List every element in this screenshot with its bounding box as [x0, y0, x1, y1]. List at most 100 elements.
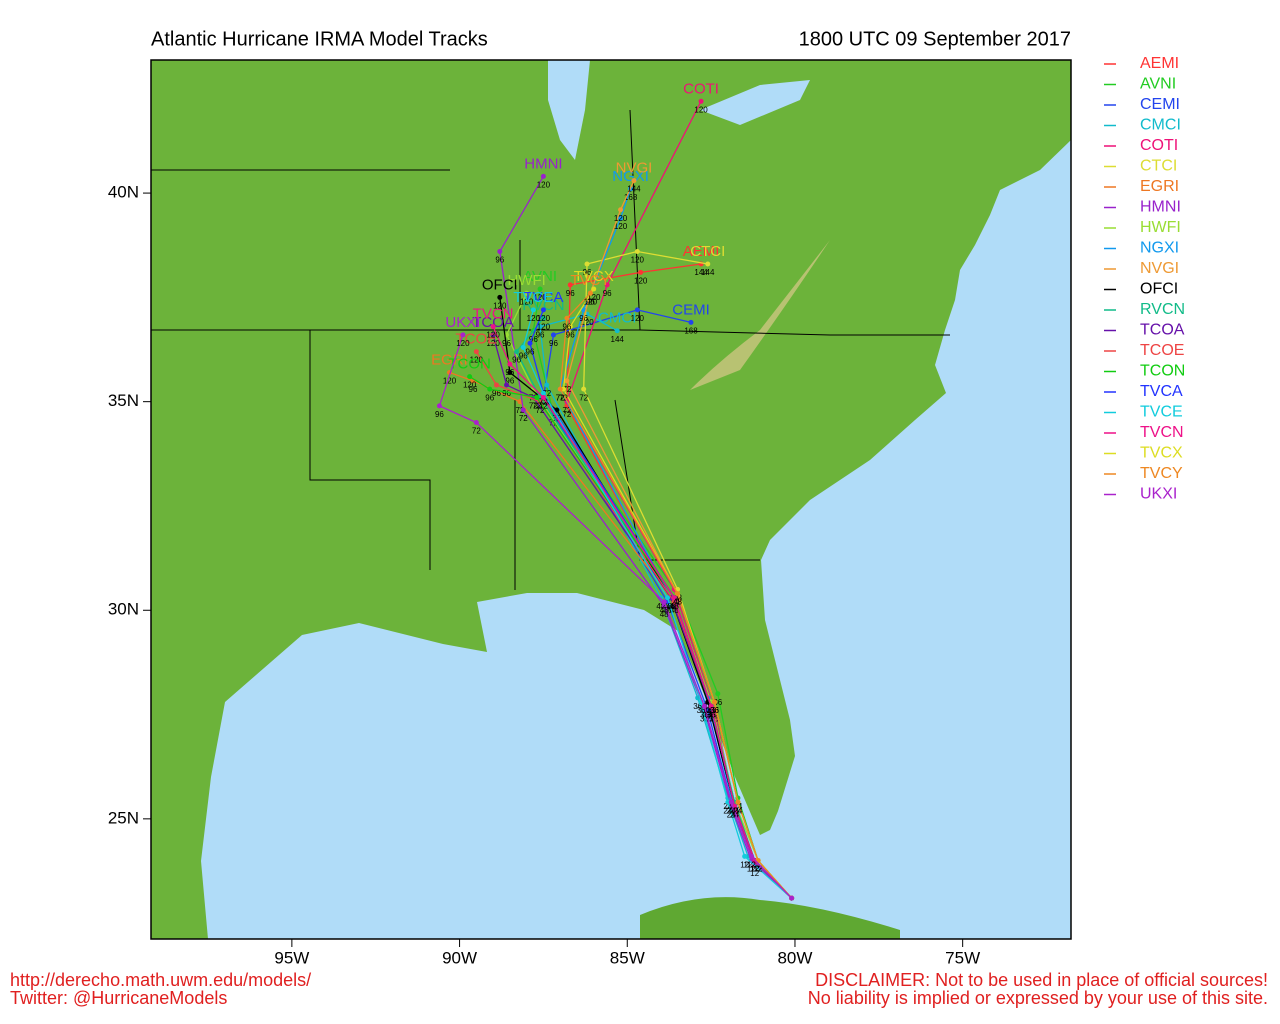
forecast-hour: 12 [740, 861, 749, 870]
track-end-label: TCON [448, 356, 491, 373]
track-point [473, 420, 479, 426]
forecast-hour: 12 [750, 865, 759, 874]
track-end-label: NVGI [616, 160, 653, 177]
forecast-hour: 48 [673, 598, 682, 607]
x-tick-label: 80W [777, 948, 812, 967]
forecast-hour: 48 [670, 606, 679, 615]
legend-label: HMNI [1140, 199, 1181, 216]
track-end-label: NGXI [612, 168, 649, 185]
forecast-hour: 120 [470, 356, 484, 365]
legend-label: UKXI [1140, 486, 1177, 503]
forecast-hour: 96 [603, 289, 612, 298]
forecast-hour: 24 [733, 806, 742, 815]
forecast-hour: 72 [515, 406, 524, 415]
track-point [618, 215, 624, 221]
forecast-hour: 24 [733, 806, 742, 815]
forecast-hour: 120 [537, 314, 551, 323]
forecast-hour: 96 [566, 331, 575, 340]
forecast-hour: 12 [750, 865, 759, 874]
forecast-hour: 24 [730, 810, 739, 819]
forecast-hour: 12 [747, 865, 756, 874]
forecast-hour: 12 [750, 865, 759, 874]
forecast-hour: 120 [634, 276, 648, 285]
y-tick-label: 40N [108, 183, 139, 202]
chart-subtitle: 1800 UTC 09 September 2017 [799, 28, 1071, 50]
forecast-hour: 36 [710, 706, 719, 715]
track-point [557, 386, 563, 392]
forecast-hour: 12 [744, 861, 753, 870]
x-tick-label: 95W [274, 948, 309, 967]
forecast-hour: 24 [727, 806, 736, 815]
legend-label: EGRI [1140, 178, 1179, 195]
forecast-hour: 144 [627, 185, 641, 194]
track-point [537, 324, 543, 330]
forecast-hour: 72 [562, 410, 571, 419]
forecast-hour: 12 [750, 865, 759, 874]
legend-label: AVNI [1140, 76, 1176, 93]
track-point [591, 286, 597, 292]
track-point [540, 394, 546, 400]
forecast-hour: 36 [710, 706, 719, 715]
track-point [527, 340, 533, 346]
forecast-hour: 48 [666, 602, 675, 611]
forecast-hour: 72 [562, 385, 571, 394]
forecast-hour: 48 [656, 602, 665, 611]
forecast-hour: 24 [730, 810, 739, 819]
forecast-hour: 12 [750, 865, 759, 874]
forecast-hour: 72 [532, 402, 541, 411]
track-point [698, 98, 704, 104]
track-line [438, 334, 793, 899]
forecast-hour: 96 [586, 297, 595, 306]
track-point [567, 324, 573, 330]
track-point [534, 394, 540, 400]
footer-text: DISCLAIMER: Not to be used in place of o… [815, 970, 1268, 990]
forecast-hour: 120 [486, 331, 500, 340]
track-point [507, 361, 513, 367]
legend-label: CEMI [1140, 96, 1180, 113]
forecast-hour: 48 [673, 598, 682, 607]
forecast-hour: 12 [750, 865, 759, 874]
forecast-hour: 12 [754, 865, 763, 874]
forecast-hour: 48 [666, 602, 675, 611]
forecast-hour: 12 [754, 865, 763, 874]
track-point [587, 290, 593, 296]
track-line [499, 176, 793, 899]
forecast-hour: 120 [694, 105, 708, 114]
forecast-hour: 72 [556, 393, 565, 402]
track-point [520, 407, 526, 413]
track-point [490, 332, 496, 338]
forecast-hour: 96 [519, 352, 528, 361]
track-point [487, 386, 493, 392]
track-end-label: HMNI [524, 155, 562, 172]
track-point [705, 261, 711, 267]
legend-label: TVCN [1140, 424, 1184, 441]
forecast-hour: 120 [533, 293, 547, 302]
forecast-hour: 12 [750, 865, 759, 874]
forecast-hour: 168 [684, 327, 698, 336]
track-end-label: UKXI [445, 314, 480, 331]
forecast-hour: 36 [707, 710, 716, 719]
track-point [665, 595, 671, 601]
forecast-hour: 96 [566, 289, 575, 298]
forecast-hour: 72 [556, 393, 565, 402]
track-point [581, 386, 587, 392]
track-end-label: TCOA [472, 314, 514, 331]
track-end-label: OFCI [482, 276, 518, 293]
forecast-hour: 120 [587, 293, 601, 302]
forecast-hour: 120 [527, 314, 541, 323]
track-end-label: COTI [683, 80, 719, 97]
track-point [711, 699, 717, 705]
track-end-label: TVCE [513, 289, 553, 306]
legend-label: HWFI [1140, 219, 1181, 236]
forecast-hour: 96 [469, 385, 478, 394]
forecast-hour: 36 [700, 714, 709, 723]
forecast-hour: 24 [727, 806, 736, 815]
y-tick-label: 35N [108, 391, 139, 410]
forecast-hour: 144 [694, 268, 708, 277]
forecast-hour: 36 [707, 710, 716, 719]
legend-label: COTI [1140, 137, 1178, 154]
track-point [520, 344, 526, 350]
forecast-hour: 96 [435, 410, 444, 419]
forecast-hour: 72 [536, 406, 545, 415]
legend-label: NGXI [1140, 240, 1179, 257]
